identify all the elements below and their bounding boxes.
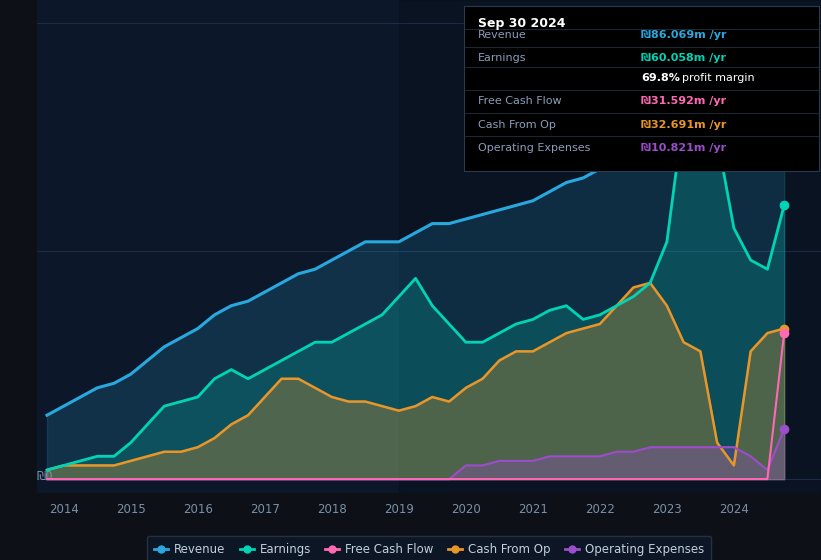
Bar bbox=[399, 0, 821, 493]
Text: Revenue: Revenue bbox=[478, 30, 527, 40]
Text: Operating Expenses: Operating Expenses bbox=[478, 143, 590, 153]
Text: ₪10.821m /yr: ₪10.821m /yr bbox=[641, 143, 727, 153]
Text: ₪32.691m /yr: ₪32.691m /yr bbox=[641, 119, 727, 129]
Text: 69.8%: 69.8% bbox=[641, 73, 680, 83]
Legend: Revenue, Earnings, Free Cash Flow, Cash From Op, Operating Expenses: Revenue, Earnings, Free Cash Flow, Cash … bbox=[147, 536, 711, 560]
Text: Free Cash Flow: Free Cash Flow bbox=[478, 96, 562, 106]
Text: ₪60.058m /yr: ₪60.058m /yr bbox=[641, 53, 727, 63]
Text: ₪86.069m /yr: ₪86.069m /yr bbox=[641, 30, 727, 40]
Text: ₪0: ₪0 bbox=[37, 470, 53, 483]
Text: ₪31.592m /yr: ₪31.592m /yr bbox=[641, 96, 727, 106]
Text: Cash From Op: Cash From Op bbox=[478, 119, 556, 129]
Text: Earnings: Earnings bbox=[478, 53, 526, 63]
Text: profit margin: profit margin bbox=[682, 73, 754, 83]
Text: Sep 30 2024: Sep 30 2024 bbox=[478, 17, 566, 30]
